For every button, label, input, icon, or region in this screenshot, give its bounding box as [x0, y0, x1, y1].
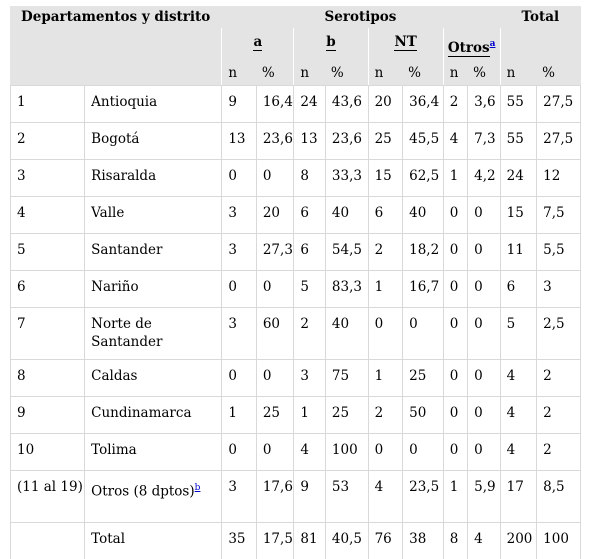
table-body: 1 Antioquia 9 16,4 24 43,6 20 36,4 2 3,6 55 27…: [10, 84, 581, 559]
header-total-blank: [499, 28, 581, 62]
footnote-a-link[interactable]: a: [489, 39, 496, 49]
header-group-b: b: [293, 28, 368, 62]
header-serotypes: Serotipos: [221, 6, 500, 28]
header-group-nt: NT: [367, 28, 443, 62]
footnote-b-link[interactable]: b: [194, 482, 201, 493]
header-group-otros: Otrosa: [442, 28, 500, 62]
header-total: Total: [499, 6, 581, 28]
table-row: 1 Antioquia 9 16,4 24 43,6 20 36,4 2 3,6 55 27…: [10, 84, 581, 122]
header-departments: Departamentos y distrito: [10, 6, 222, 28]
header-blank: [10, 28, 222, 62]
table-row: 2 Bogotá 13 23,6 13 23,6 25 45,5 4 7,3 55 27,5: [10, 121, 581, 159]
header-group-a: a: [221, 28, 294, 62]
serotypes-table: Departamentos y distrito Serotipos Total…: [10, 6, 581, 559]
header-subrow: n % n % n % n % n %: [10, 61, 581, 85]
